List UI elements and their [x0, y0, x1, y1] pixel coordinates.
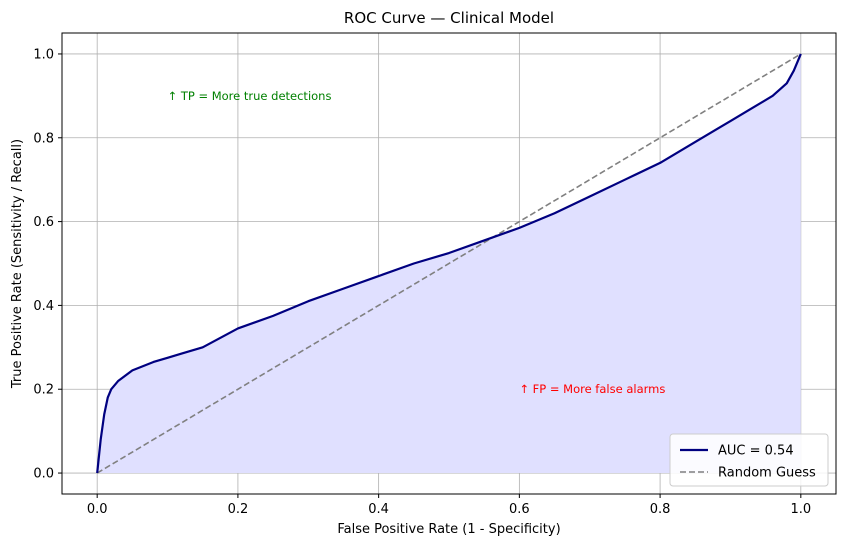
y-tick-label-0: 0.0	[33, 467, 54, 482]
y-tick-label-3: 0.6	[33, 215, 54, 230]
y-ticks: 0.0 0.2 0.4 0.6 0.8 1.0	[33, 47, 62, 482]
random-guess-line	[96, 53, 802, 474]
legend-box	[669, 433, 829, 487]
y-tick-label-2: 0.4	[33, 299, 54, 314]
chart-title: ROC Curve — Clinical Model	[344, 9, 554, 27]
y-tick-label-5: 1.0	[33, 47, 54, 62]
roc-curve-line	[96, 53, 802, 474]
legend-label-1: Random Guess	[718, 466, 816, 481]
plot-frame	[61, 32, 837, 495]
x-tick-label-4: 0.8	[650, 502, 671, 517]
legend-label-0: AUC = 0.54	[718, 444, 794, 459]
annotation-1: ↑ FP = More false alarms	[519, 382, 665, 396]
y-tick-label-4: 0.8	[33, 131, 54, 146]
x-tick-label-1: 0.2	[228, 502, 249, 517]
annotation-0: ↑ TP = More true detections	[168, 89, 332, 103]
x-axis-label: False Positive Rate (1 - Specificity)	[337, 522, 560, 537]
x-ticks: 0.0 0.2 0.4 0.6 0.8 1.0	[87, 494, 811, 517]
x-tick-label-3: 0.6	[509, 502, 530, 517]
y-axis-label: True Positive Rate (Sensitivity / Recall…	[10, 139, 25, 389]
series-lines	[96, 53, 802, 474]
annotations: ↑ TP = More true detections ↑ FP = More f…	[168, 89, 666, 396]
legend: AUC = 0.54 Random Guess	[669, 433, 829, 487]
y-tick-label-1: 0.2	[33, 383, 54, 398]
x-tick-label-5: 1.0	[790, 502, 811, 517]
x-tick-label-0: 0.0	[87, 502, 108, 517]
x-tick-label-2: 0.4	[368, 502, 389, 517]
axes	[61, 32, 837, 495]
